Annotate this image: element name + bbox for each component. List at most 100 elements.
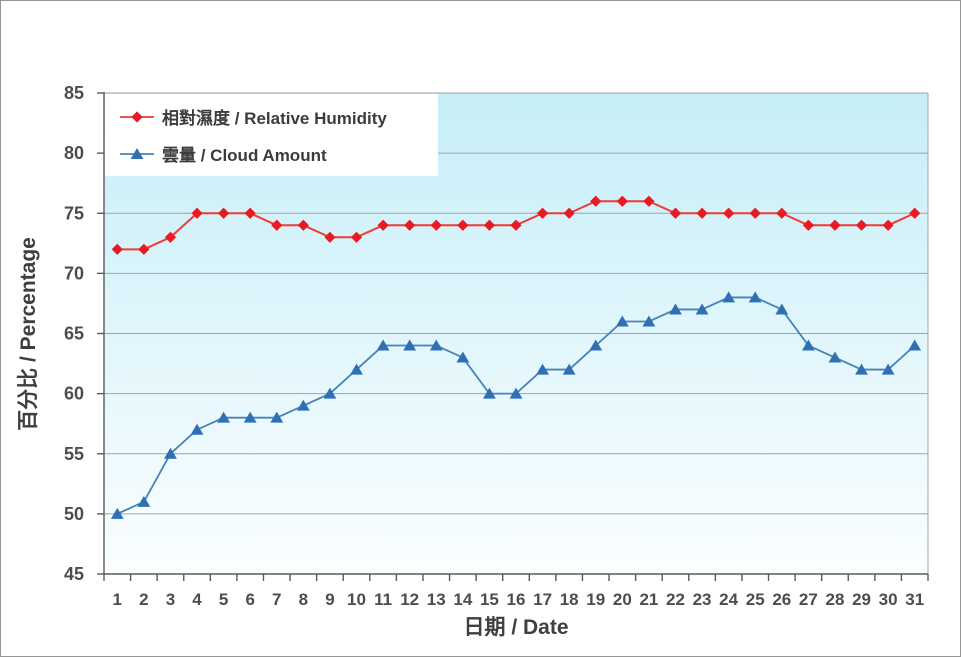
data-point-marker — [776, 207, 788, 219]
data-point-marker — [801, 339, 815, 351]
x-tick-label: 4 — [192, 590, 202, 609]
data-point-marker — [457, 219, 469, 231]
data-point-marker — [802, 219, 814, 231]
data-point-marker — [695, 303, 709, 315]
x-tick-label: 16 — [507, 590, 526, 609]
data-point-marker — [615, 315, 629, 327]
data-point-marker — [164, 447, 177, 459]
y-tick-label: 55 — [64, 444, 84, 464]
x-tick-label: 26 — [772, 590, 791, 609]
data-point-marker — [881, 363, 895, 375]
x-tick-label: 14 — [453, 590, 472, 609]
legend-item-relative-humidity: 相對濕度 / Relative Humidity — [119, 104, 438, 129]
x-axis-title: 日期 / Date — [463, 616, 569, 639]
x-tick-label: 31 — [905, 590, 924, 609]
data-point-marker — [376, 339, 390, 351]
x-tick-label: 3 — [166, 590, 175, 609]
x-tick-label: 7 — [272, 590, 281, 609]
x-tick-label: 15 — [480, 590, 499, 609]
x-tick-label: 29 — [852, 590, 871, 609]
x-tick-label: 2 — [139, 590, 148, 609]
data-point-marker — [723, 207, 735, 219]
data-point-marker — [430, 219, 442, 231]
legend-label-cloud-amount: 雲量 / Cloud Amount — [162, 146, 327, 165]
humidity-series-marker-icon — [120, 110, 154, 123]
data-point-marker — [828, 351, 842, 363]
data-point-marker — [350, 363, 363, 375]
data-point-marker — [643, 195, 655, 207]
x-tick-label: 22 — [666, 590, 685, 609]
data-point-marker — [217, 411, 231, 423]
y-tick-label: 80 — [64, 143, 84, 163]
data-point-marker — [908, 339, 922, 351]
data-point-marker — [296, 399, 310, 411]
data-point-marker — [590, 195, 602, 207]
legend-item-cloud-amount: 雲量 / Cloud Amount — [119, 141, 438, 166]
legend-label-relative-humidity: 相對濕度 / Relative Humidity — [162, 109, 387, 128]
x-tick-label: 13 — [427, 590, 446, 609]
data-point-marker — [909, 207, 921, 219]
data-point-marker — [882, 219, 894, 231]
x-tick-label: 19 — [586, 590, 605, 609]
data-point-marker — [323, 387, 337, 399]
x-tick-label: 1 — [113, 590, 122, 609]
x-tick-label: 6 — [245, 590, 254, 609]
y-tick-label: 65 — [64, 324, 84, 344]
data-point-marker — [324, 231, 336, 243]
x-tick-label: 9 — [325, 590, 334, 609]
x-tick-label: 20 — [613, 590, 632, 609]
data-point-marker — [642, 315, 656, 327]
data-point-marker — [110, 507, 124, 519]
data-point-marker — [137, 495, 151, 507]
x-tick-label: 17 — [533, 590, 552, 609]
data-point-marker — [483, 387, 496, 399]
data-point-marker — [536, 207, 549, 219]
data-point-marker — [270, 411, 284, 423]
legend: 相對濕度 / Relative Humidity 雲量 / Cloud Amou… — [105, 94, 438, 176]
y-tick-label: 75 — [64, 203, 84, 223]
x-tick-label: 21 — [639, 590, 658, 609]
data-point-marker — [775, 303, 789, 315]
data-point-marker — [218, 207, 230, 219]
x-tick-label: 18 — [560, 590, 579, 609]
data-point-marker — [377, 219, 389, 231]
data-point-marker — [456, 351, 470, 363]
y-tick-label: 70 — [64, 263, 84, 283]
y-tick-label: 60 — [64, 384, 84, 404]
x-tick-label: 10 — [347, 590, 366, 609]
data-point-marker — [510, 219, 522, 231]
data-point-marker — [563, 207, 575, 219]
y-tick-label: 50 — [64, 504, 84, 524]
data-point-marker — [111, 243, 123, 255]
cloud-series-marker-icon — [120, 147, 154, 159]
data-point-marker — [696, 207, 708, 219]
data-point-marker — [669, 303, 682, 315]
data-point-marker — [749, 207, 761, 219]
data-point-marker — [669, 207, 682, 219]
data-point-marker — [403, 339, 417, 351]
data-point-marker — [748, 291, 762, 303]
y-axis-title: 百分比 / Percentage — [17, 237, 40, 431]
data-point-marker — [483, 219, 496, 231]
data-point-marker — [589, 339, 603, 351]
data-point-marker — [404, 219, 416, 231]
data-point-marker — [244, 207, 256, 219]
data-point-marker — [616, 195, 628, 207]
data-point-marker — [138, 243, 150, 255]
data-point-marker — [190, 423, 204, 435]
x-tick-label: 8 — [299, 590, 308, 609]
data-point-marker — [855, 363, 868, 375]
x-tick-label: 30 — [879, 590, 898, 609]
data-point-marker — [562, 363, 576, 375]
data-point-marker — [164, 231, 177, 243]
data-point-marker — [350, 231, 363, 243]
x-tick-label: 24 — [719, 590, 738, 609]
y-tick-label: 45 — [64, 564, 84, 584]
data-point-marker — [509, 387, 523, 399]
x-tick-label: 12 — [400, 590, 419, 609]
data-point-marker — [243, 411, 257, 423]
data-point-marker — [271, 219, 283, 231]
data-point-marker — [829, 219, 841, 231]
